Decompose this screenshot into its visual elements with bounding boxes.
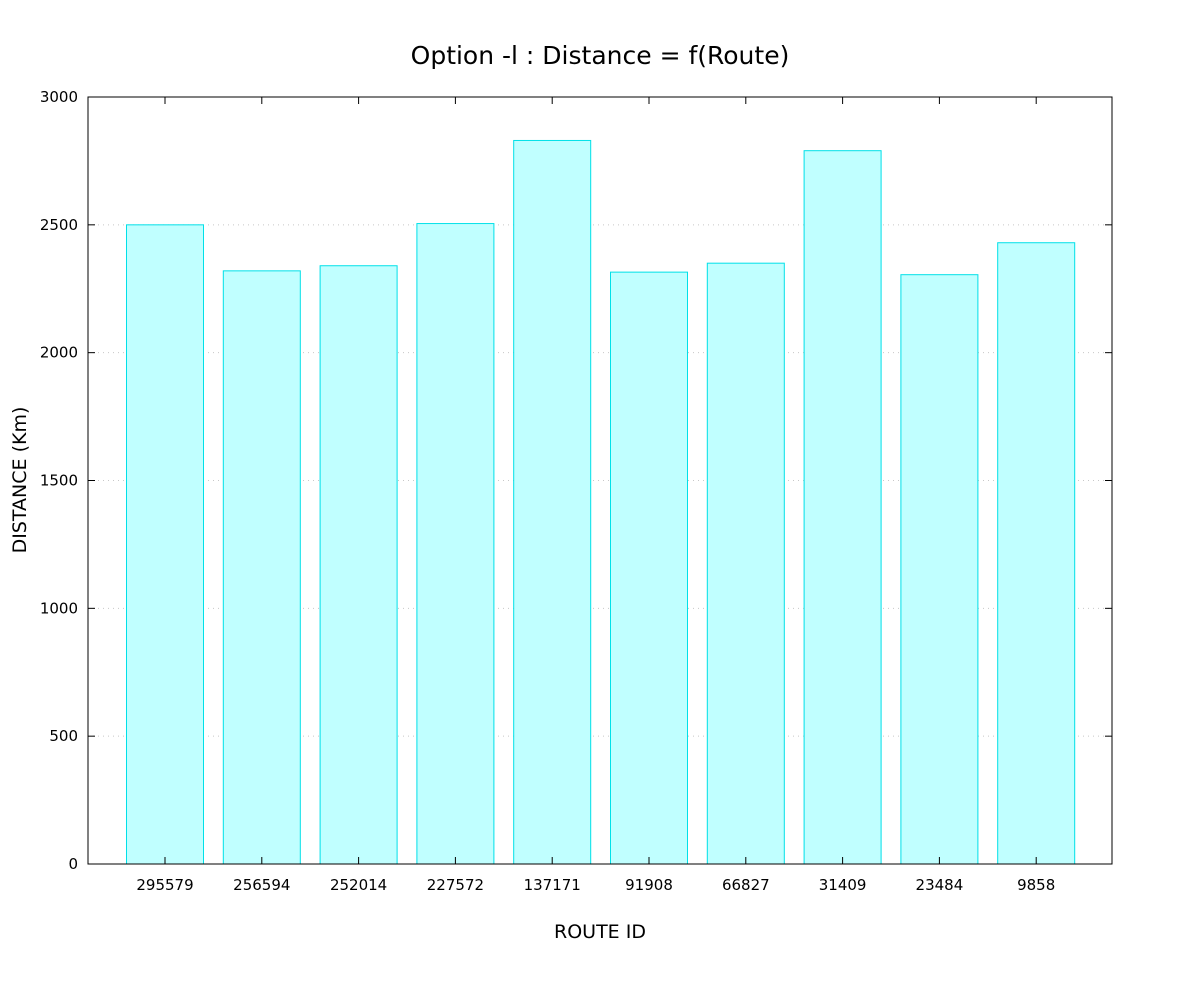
bar [803, 150, 882, 865]
x-tick-label: 91908 [625, 876, 673, 894]
x-tick-label: 252014 [330, 876, 387, 894]
bar [126, 224, 204, 865]
x-tick-label: 227572 [427, 876, 484, 894]
bar [416, 223, 495, 865]
y-tick-label: 3000 [40, 88, 78, 106]
tick-labels: 295579 256594 252014 227572 137171 91908 66827… [40, 88, 1055, 894]
x-tick-label: 137171 [524, 876, 581, 894]
y-tick-label: 1000 [40, 599, 78, 617]
bars [126, 139, 1076, 865]
y-tick-label: 2000 [40, 344, 78, 362]
x-tick-label: 66827 [722, 876, 770, 894]
axes [87, 96, 1113, 865]
x-tick-label: 31409 [819, 876, 867, 894]
y-tick-label: 0 [68, 855, 78, 873]
x-tick-label: 23484 [916, 876, 964, 894]
bar [222, 270, 301, 865]
y-tick-label: 2500 [40, 216, 78, 234]
bar [610, 271, 688, 865]
x-tick-label: 295579 [136, 876, 193, 894]
x-tick-label: 256594 [233, 876, 290, 894]
y-tick-label: 1500 [40, 472, 78, 490]
bar [706, 262, 785, 865]
x-tick-label: 9858 [1017, 876, 1055, 894]
bar [900, 274, 979, 865]
x-axis-label: ROUTE ID [554, 921, 646, 943]
bar [319, 265, 398, 865]
chart-title: Option -l : Distance = f(Route) [411, 41, 790, 70]
bar [513, 139, 592, 865]
y-axis-label: DISTANCE (Km) [9, 407, 31, 554]
bar [997, 242, 1076, 865]
plot-frame [87, 96, 1113, 865]
y-tick-label: 500 [49, 727, 78, 745]
